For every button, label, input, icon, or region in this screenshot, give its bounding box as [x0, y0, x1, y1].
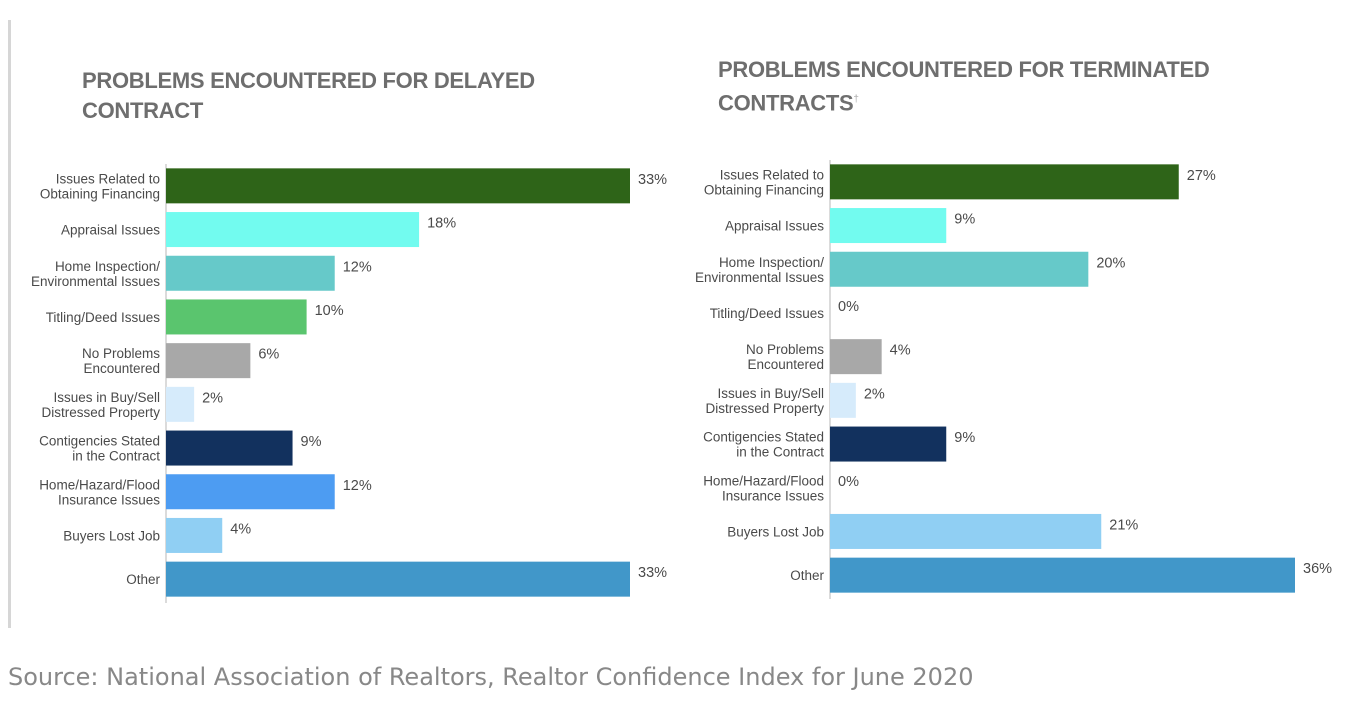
terminated-category-label: Issues Related to Obtaining Financing [704, 167, 824, 197]
delayed-bar [166, 386, 195, 422]
source-caption: Source: National Association of Realtors… [8, 663, 974, 691]
delayed-category-label: Titling/Deed Issues [46, 310, 161, 325]
terminated-category-label: Appraisal Issues [725, 219, 824, 234]
delayed-category-label: Other [126, 572, 160, 587]
delayed-bar [166, 168, 630, 204]
delayed-category-label: Buyers Lost Job [63, 528, 160, 543]
delayed-category-label: Home Inspection/Environmental Issues [31, 259, 160, 289]
delayed-value-label: 33% [638, 565, 667, 581]
terminated-bar [830, 557, 1295, 593]
delayed-value-label: 18% [427, 216, 456, 232]
delayed-value-label: 10% [315, 303, 344, 319]
left-divider-rule [8, 20, 11, 628]
terminated-category-label: Home Inspection/Environmental Issues [695, 255, 824, 285]
delayed-bar [166, 561, 630, 597]
delayed-category-label: No Problems Encountered [82, 346, 160, 376]
delayed-bar [166, 299, 307, 335]
delayed-value-label: 4% [230, 521, 251, 537]
delayed-value-label: 2% [202, 390, 223, 406]
terminated-category-label: Buyers Lost Job [727, 524, 824, 539]
delayed-category-label: Home/Hazard/Flood Insurance Issues [39, 477, 160, 507]
delayed-category-label: Contigencies Stated in the Contract [39, 434, 160, 464]
terminated-value-label: 0% [838, 474, 859, 490]
terminated-category-label: No Problems Encountered [746, 342, 824, 372]
delayed-value-label: 6% [258, 347, 279, 363]
delayed-category-label: Issues Related to Obtaining Financing [40, 171, 160, 201]
terminated-value-label: 20% [1096, 255, 1125, 271]
delayed-bar [166, 474, 335, 510]
terminated-contract-bar-chart: Issues Related to Obtaining Financing 27% A… [695, 160, 1332, 599]
terminated-category-label: Contigencies Stated in the Contract [703, 430, 824, 460]
terminated-category-label: Other [790, 568, 824, 583]
delayed-bar [166, 255, 335, 291]
chart-title-terminated-text: PROBLEMS ENCOUNTERED FOR TERMINATED CONT… [718, 57, 1210, 116]
title-footnote-marker: † [853, 94, 859, 105]
terminated-category-label: Titling/Deed Issues [710, 306, 825, 321]
terminated-bar [830, 426, 947, 462]
delayed-value-label: 12% [343, 478, 372, 494]
terminated-value-label: 9% [954, 430, 975, 446]
terminated-bar [830, 382, 856, 418]
delayed-value-label: 9% [301, 434, 322, 450]
terminated-value-label: 0% [838, 299, 859, 315]
terminated-category-label: Home/Hazard/Flood Insurance Issues [703, 473, 824, 503]
delayed-bar [166, 430, 293, 466]
delayed-value-label: 12% [343, 259, 372, 275]
terminated-value-label: 27% [1187, 168, 1216, 184]
terminated-value-label: 2% [864, 386, 885, 402]
chart-title-terminated: PROBLEMS ENCOUNTERED FOR TERMINATED CONT… [718, 55, 1218, 118]
terminated-bar [830, 339, 882, 375]
terminated-bar [830, 251, 1089, 287]
delayed-bar [166, 343, 251, 379]
delayed-category-label: Issues in Buy/Sell Distressed Property [41, 390, 160, 420]
terminated-bar [830, 208, 947, 244]
terminated-value-label: 4% [890, 343, 911, 359]
terminated-category-label: Issues in Buy/Sell Distressed Property [705, 386, 824, 416]
terminated-value-label: 36% [1303, 561, 1332, 577]
terminated-value-label: 9% [954, 212, 975, 228]
delayed-contract-bar-chart: Issues Related to Obtaining Financing 33% A… [31, 164, 667, 603]
chart-title-delayed: PROBLEMS ENCOUNTERED FOR DELAYED CONTRAC… [82, 66, 542, 126]
terminated-bar [830, 164, 1179, 200]
terminated-bar [830, 513, 1102, 549]
terminated-value-label: 21% [1109, 517, 1138, 533]
delayed-bar [166, 517, 223, 553]
chart-title-delayed-text: PROBLEMS ENCOUNTERED FOR DELAYED CONTRAC… [82, 68, 535, 123]
delayed-bar [166, 212, 420, 248]
delayed-category-label: Appraisal Issues [61, 223, 160, 238]
delayed-value-label: 33% [638, 172, 667, 188]
